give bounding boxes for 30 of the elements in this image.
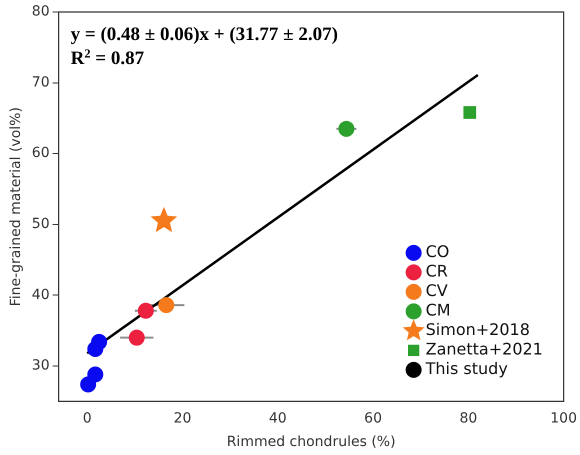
- point: [158, 297, 174, 314]
- point: [87, 341, 104, 358]
- y-axis-title: Fine-grained material (vol%): [8, 107, 24, 306]
- legend-label: CR: [426, 262, 448, 281]
- x-tick-label: 80: [459, 410, 478, 426]
- y-tick-label: 60: [32, 145, 50, 162]
- y-tick-label: 40: [32, 286, 50, 303]
- annotation: This study: [424, 359, 508, 378]
- y-tick-label: 80: [32, 4, 50, 20]
- point: [338, 120, 354, 137]
- x-tick-label: 60: [364, 410, 382, 426]
- y-tick-label: 70: [32, 74, 50, 90]
- point: [150, 206, 178, 232]
- legend-label: CM: [426, 300, 451, 320]
- x-tick-label: 100: [550, 410, 578, 426]
- legend-label: CO: [426, 242, 450, 262]
- point: [80, 376, 96, 392]
- x-axis-title: Rimmed chondrules (%): [226, 434, 396, 450]
- legend-label: Zanetta+2021: [426, 340, 543, 359]
- point: [128, 330, 145, 346]
- y-tick-label: 30: [32, 358, 50, 374]
- annotation: y = (0.48 ± 0.06)x + (31.77 ± 2.07): [70, 24, 338, 45]
- x-tick-label: 0: [82, 410, 92, 426]
- point: [138, 302, 154, 319]
- legend-label: Simon+2018: [426, 320, 530, 340]
- x-tick-label: 40: [268, 410, 287, 426]
- x-tick-label: 20: [174, 410, 192, 426]
- y-tick-label: 50: [32, 216, 50, 232]
- legend-label: CV: [426, 281, 448, 300]
- point: [463, 106, 476, 119]
